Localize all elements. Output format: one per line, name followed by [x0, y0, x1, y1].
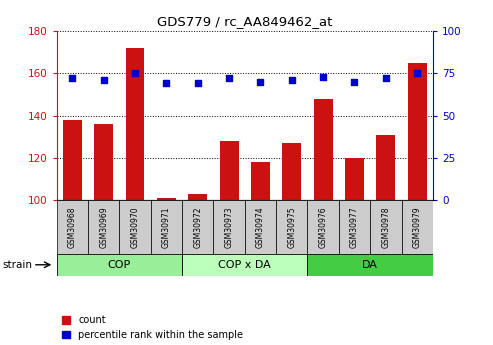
Bar [220, 141, 239, 200]
Point [100, 77, 107, 83]
Bar [251, 162, 270, 200]
Bar [94, 124, 113, 200]
Bar [119, 200, 151, 254]
Bar [57, 200, 88, 254]
Point [351, 79, 358, 85]
Legend: count, percentile rank within the sample: count, percentile rank within the sample [62, 315, 243, 340]
Text: GSM30969: GSM30969 [99, 206, 108, 248]
Point [256, 79, 264, 85]
Bar [157, 198, 176, 200]
Text: DA: DA [362, 260, 378, 270]
Text: strain: strain [2, 260, 33, 270]
Text: GSM30973: GSM30973 [225, 206, 234, 248]
Bar [308, 254, 433, 276]
Bar [314, 99, 333, 200]
Text: GSM30968: GSM30968 [68, 206, 77, 248]
Bar [308, 200, 339, 254]
Bar [188, 194, 207, 200]
Point [131, 71, 139, 76]
Bar [370, 200, 401, 254]
Bar [377, 135, 395, 200]
Text: GSM30978: GSM30978 [381, 206, 390, 248]
Bar [276, 200, 308, 254]
Bar [182, 200, 213, 254]
Bar [408, 63, 426, 200]
Point [382, 76, 390, 81]
Point [194, 81, 202, 86]
Text: GSM30977: GSM30977 [350, 206, 359, 248]
Text: GSM30970: GSM30970 [131, 206, 140, 248]
Bar [282, 143, 301, 200]
Text: GSM30976: GSM30976 [318, 206, 328, 248]
Bar [182, 254, 308, 276]
Point [163, 81, 171, 86]
Bar [151, 200, 182, 254]
Text: GSM30979: GSM30979 [413, 206, 422, 248]
Bar [339, 200, 370, 254]
Bar [57, 254, 182, 276]
Text: GSM30974: GSM30974 [256, 206, 265, 248]
Text: COP x DA: COP x DA [218, 260, 271, 270]
Bar [245, 200, 276, 254]
Point [319, 74, 327, 79]
Bar [345, 158, 364, 200]
Point [413, 71, 421, 76]
Title: GDS779 / rc_AA849462_at: GDS779 / rc_AA849462_at [157, 16, 332, 29]
Bar [126, 48, 144, 200]
Text: GSM30971: GSM30971 [162, 206, 171, 248]
Bar [213, 200, 245, 254]
Bar [88, 200, 119, 254]
Text: COP: COP [108, 260, 131, 270]
Text: GSM30972: GSM30972 [193, 206, 202, 248]
Point [288, 77, 296, 83]
Bar [401, 200, 433, 254]
Point [69, 76, 76, 81]
Text: GSM30975: GSM30975 [287, 206, 296, 248]
Bar [63, 120, 82, 200]
Point [225, 76, 233, 81]
